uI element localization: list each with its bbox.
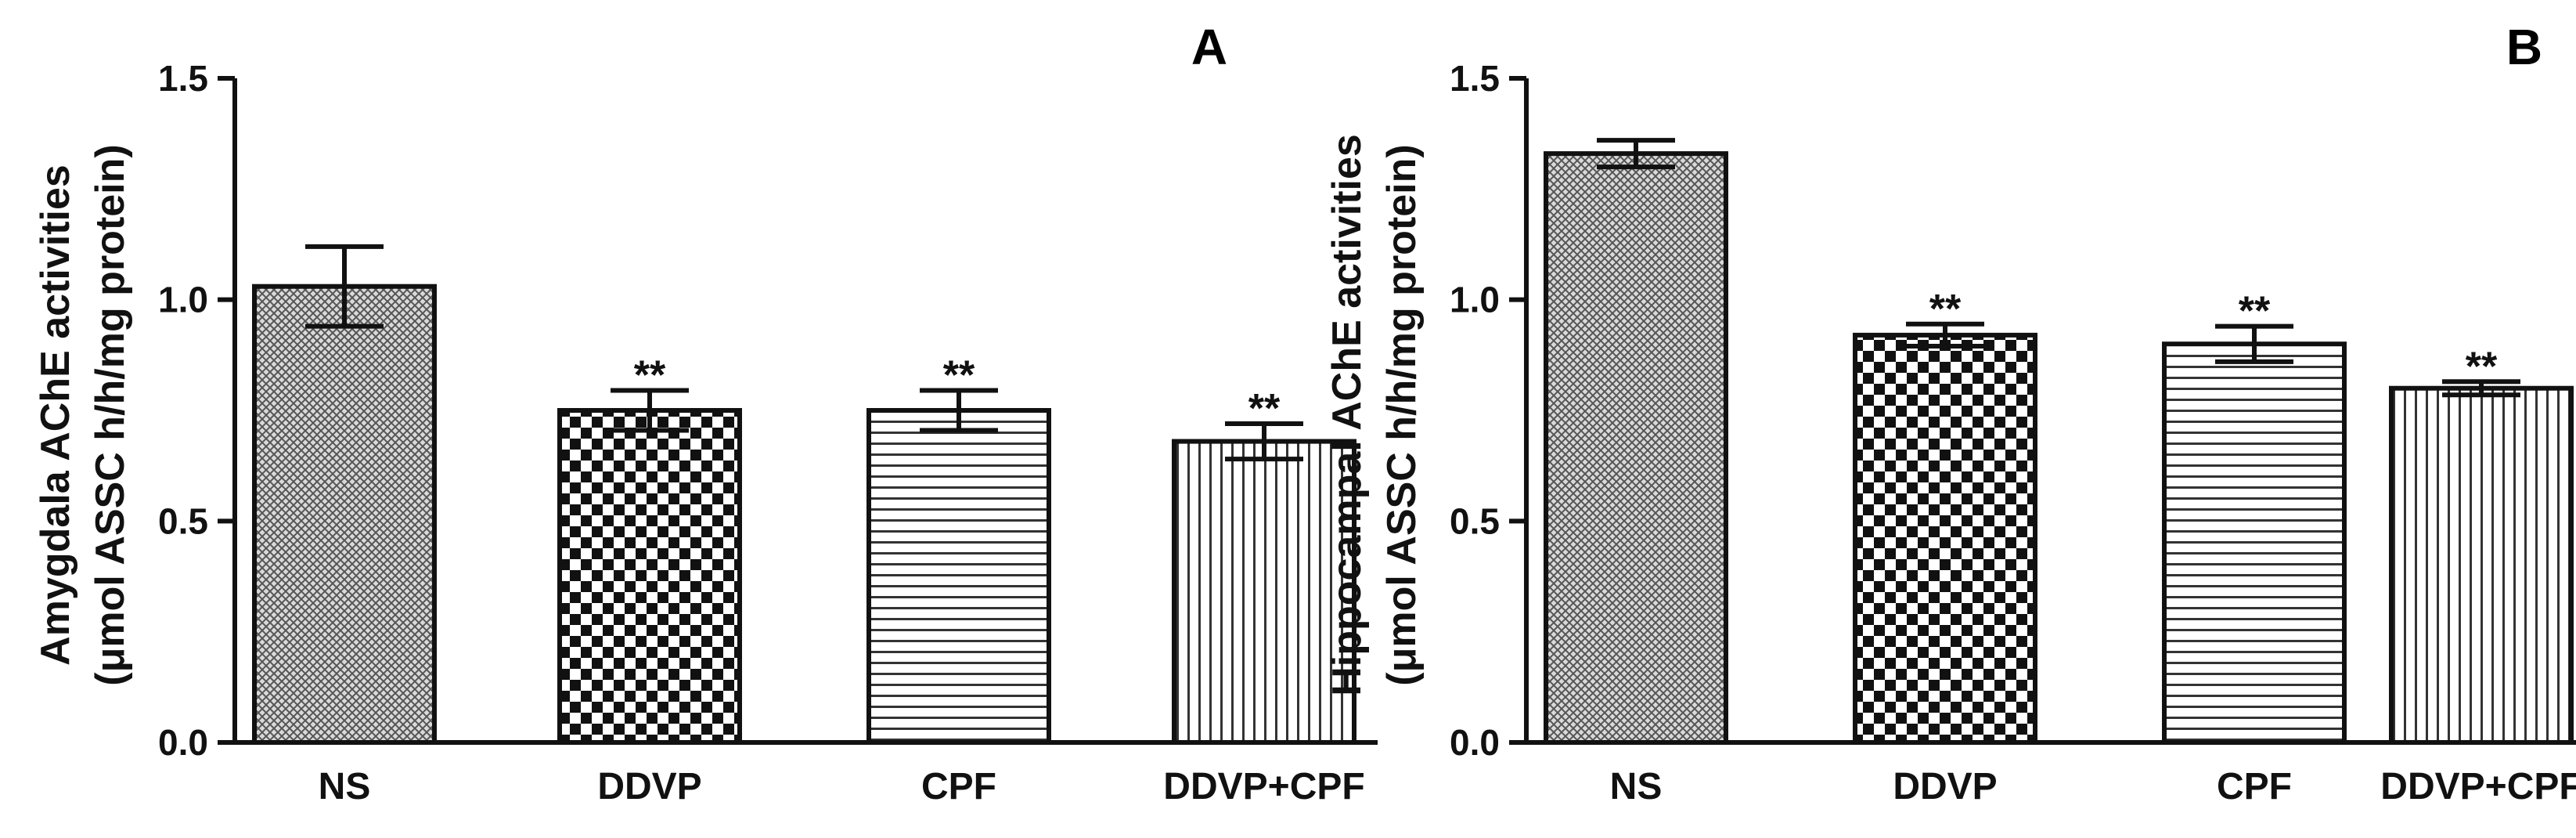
significance-marker: ** [943, 353, 975, 399]
x-tick-label: DDVP [597, 766, 701, 807]
bars-a: NS ** DDVP ** CPF ** DDVP+CPF [252, 244, 1365, 807]
x-tick-label: DDVP [1893, 766, 1997, 807]
y-tick-label: 1.0 [158, 280, 208, 320]
significance-marker: ** [2466, 344, 2498, 389]
bar [2389, 385, 2574, 745]
significance-marker: ** [1248, 386, 1281, 432]
significance-marker: ** [1929, 287, 1962, 332]
y-axis-title-a: Amygdala AChE activities [33, 164, 78, 666]
panel-b: B Hippocampal AChE activities (μmol ASSC… [1324, 19, 2576, 807]
significance-marker: ** [2239, 289, 2271, 334]
y-tick-label: 1.0 [1450, 280, 1500, 320]
y-tick-label: 1.5 [1450, 58, 1500, 99]
bar [2162, 341, 2347, 745]
y-axis-subtitle-b: (μmol ASSC h/h/mg protein) [1379, 144, 1425, 685]
bar [1544, 151, 1728, 745]
x-tick-label: DDVP+CPF [1163, 766, 1364, 807]
panel-a: A Amygdala AChE activities (μmol ASSC h/… [33, 19, 1378, 807]
x-tick-label: CPF [921, 766, 996, 807]
y-axis-subtitle-a: (μmol ASSC h/h/mg protein) [88, 144, 133, 685]
x-tick-label: DDVP+CPF [2380, 766, 2576, 807]
bar [1172, 439, 1356, 745]
bar [866, 408, 1051, 745]
x-tick-label: CPF [2217, 766, 2292, 807]
bar [1853, 332, 2037, 746]
bar [557, 408, 742, 745]
significance-marker: ** [634, 353, 666, 399]
y-tick-label: 0.5 [158, 500, 208, 541]
y-tick-label: 0.5 [1450, 500, 1500, 541]
bar [252, 284, 437, 745]
bars-b: NS ** DDVP ** CPF ** DDVP+CPF [1544, 138, 2576, 807]
panel-label-a: A [1191, 19, 1227, 75]
x-tick-label: NS [319, 766, 371, 807]
x-tick-label: NS [1610, 766, 1663, 807]
y-axis-title-b: Hippocampal AChE activities [1324, 134, 1370, 696]
panel-label-b: B [2506, 19, 2542, 75]
y-tick-label: 0.0 [1450, 722, 1500, 763]
y-tick-label: 1.5 [158, 58, 208, 99]
y-tick-label: 0.0 [158, 722, 208, 763]
